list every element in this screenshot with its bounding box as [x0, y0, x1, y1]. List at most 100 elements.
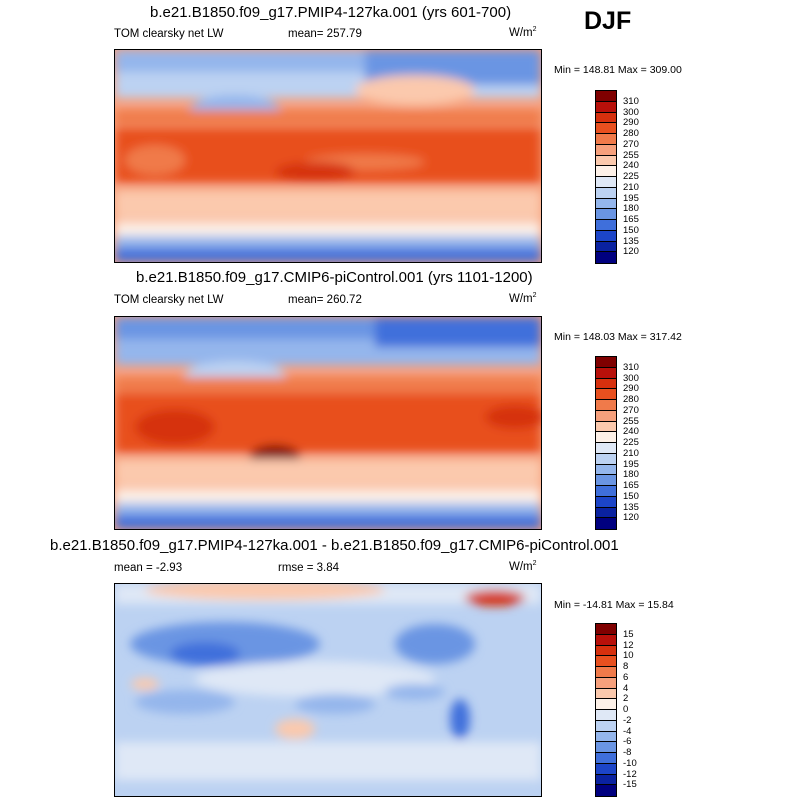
panel1-colorbar-swatch	[596, 209, 616, 220]
panel1-mean-label: mean= 257.79	[288, 28, 362, 40]
panel2-colorbar-swatch	[596, 507, 616, 519]
panel1-colorbar-tick: 280	[623, 128, 639, 139]
panel2-colorbar-swatch	[596, 378, 616, 390]
panel2-colorbar-tick: 225	[623, 437, 639, 448]
panel3-colorbar-swatch	[596, 634, 616, 646]
panel3-colorbar-tick: -4	[623, 726, 632, 737]
panel2-colorbar-tick: 195	[623, 459, 639, 470]
panel2-map	[114, 316, 542, 530]
panel3-colorbar-tick: 12	[623, 640, 634, 651]
panel3-colorbar-swatch	[596, 710, 616, 721]
panel3-map-field	[115, 584, 541, 796]
panel1-colorbar-tick: 120	[623, 246, 639, 257]
panel2-colorbar-tick: 120	[623, 512, 639, 523]
panel3-colorbar-swatch	[596, 667, 616, 678]
panel3-colorbar-swatch	[596, 656, 616, 667]
panel3-colorbar-tick: -6	[623, 736, 632, 747]
panel1-colorbar-tick: 255	[623, 150, 639, 161]
panel3-colorbar-swatch	[596, 720, 616, 732]
panel2-colorbar-swatch	[596, 496, 616, 508]
panel3-colorbar-swatch	[596, 677, 616, 689]
panel3-title: b.e21.B1850.f09_g17.PMIP4-127ka.001 - b.…	[50, 537, 619, 554]
panel2-units: W/m2	[509, 292, 537, 305]
panel1-map	[114, 49, 542, 263]
panel1-title: b.e21.B1850.f09_g17.PMIP4-127ka.001 (yrs…	[150, 4, 512, 21]
panel3-colorbar-tick: 8	[623, 661, 629, 672]
panel2-colorbar-tick: 240	[623, 426, 639, 437]
panel1-colorbar-swatch	[596, 230, 616, 242]
panel2-colorbar-swatch	[596, 464, 616, 476]
panel1-colorbar-tick: 150	[623, 225, 639, 236]
panel3-colorbar-tick: 4	[623, 683, 629, 694]
panel3-colorbar-swatch	[596, 688, 616, 700]
panel1-colorbar-tick: 165	[623, 214, 639, 225]
panel3-colorbar-tick: 2	[623, 693, 629, 704]
panel2-colorbar-swatch	[596, 475, 616, 486]
panel3-colorbar-swatch	[596, 753, 616, 764]
panel2-colorbar-swatch	[596, 518, 616, 529]
panel3-units: W/m2	[509, 560, 537, 573]
panel2-colorbar-tick: 150	[623, 491, 639, 502]
panel3-colorbar-swatch	[596, 774, 616, 786]
panel1-colorbar-tick: 225	[623, 171, 639, 182]
panel1-colorbar-tick: 310	[623, 96, 639, 107]
panel3-colorbar-tick: -15	[623, 779, 637, 790]
panel3-minmax: Min = -14.81 Max = 15.84	[554, 599, 674, 611]
panel3-colorbar-tick: -8	[623, 747, 632, 758]
panel3-colorbar-tick: -2	[623, 715, 632, 726]
panel3-colorbar-tick: 6	[623, 672, 629, 683]
panel2-colorbar-tick: 135	[623, 502, 639, 513]
panel1-colorbar-swatch	[596, 134, 616, 145]
panel1-colorbar-tick: 240	[623, 160, 639, 171]
panel2-colorbar-tick: 300	[623, 373, 639, 384]
panel3-colorbar-tick: 15	[623, 629, 634, 640]
panel3-colorbar-tick: -10	[623, 758, 637, 769]
panel2-colorbar-tick: 180	[623, 469, 639, 480]
panel3-colorbar-tick: -12	[623, 769, 637, 780]
panel2-title: b.e21.B1850.f09_g17.CMIP6-piControl.001 …	[136, 269, 533, 286]
panel3-colorbar-swatch	[596, 763, 616, 775]
panel1-colorbar-swatch	[596, 144, 616, 156]
panel2-colorbar-swatch	[596, 410, 616, 422]
panel1-minmax: Min = 148.81 Max = 309.00	[554, 64, 682, 76]
panel2-colorbar-swatch	[596, 357, 616, 368]
panel2-colorbar-swatch	[596, 389, 616, 400]
panel2-colorbar-tick: 310	[623, 362, 639, 373]
panel3-colorbar-swatch	[596, 699, 616, 710]
panel2-mean-label: mean= 260.72	[288, 294, 362, 306]
panel2-colorbar-swatch	[596, 367, 616, 379]
panel2-colorbar-tick: 270	[623, 405, 639, 416]
panel1-colorbar-swatch	[596, 198, 616, 210]
panel1-colorbar-tick: 290	[623, 117, 639, 128]
panel1-colorbar-swatch	[596, 166, 616, 177]
panel1-colorbar-tick: 270	[623, 139, 639, 150]
panel2-colorbar-swatch	[596, 443, 616, 454]
panel1-colorbar-swatch	[596, 91, 616, 102]
panel2-minmax: Min = 148.03 Max = 317.42	[554, 331, 682, 343]
panel3-map	[114, 583, 542, 797]
panel2-colorbar-swatch	[596, 432, 616, 443]
panel1-colorbar-tick: 210	[623, 182, 639, 193]
panel1-units: W/m2	[509, 26, 537, 39]
panel1-colorbar-swatch	[596, 112, 616, 124]
panel1-map-field	[115, 50, 541, 262]
panel2-map-field	[115, 317, 541, 529]
panel2-colorbar	[595, 356, 617, 530]
panel3-colorbar-swatch	[596, 731, 616, 743]
panel1-colorbar-swatch	[596, 241, 616, 253]
panel1-colorbar-tick: 300	[623, 107, 639, 118]
panel2-colorbar-swatch	[596, 453, 616, 465]
panel3-colorbar-swatch	[596, 645, 616, 657]
panel1-variable-label: TOM clearsky net LW	[114, 28, 224, 40]
panel2-colorbar-swatch	[596, 400, 616, 411]
panel1-colorbar-swatch	[596, 177, 616, 188]
panel1-colorbar-tick: 195	[623, 193, 639, 204]
panel1-colorbar-swatch	[596, 252, 616, 263]
panel1-colorbar-swatch	[596, 123, 616, 134]
panel3-colorbar-swatch	[596, 742, 616, 753]
panel3-mean-label: mean = -2.93	[114, 562, 183, 574]
panel1-colorbar-swatch	[596, 187, 616, 199]
panel1-colorbar-swatch	[596, 155, 616, 167]
season-label: DJF	[584, 7, 632, 35]
panel3-colorbar-swatch	[596, 785, 616, 796]
